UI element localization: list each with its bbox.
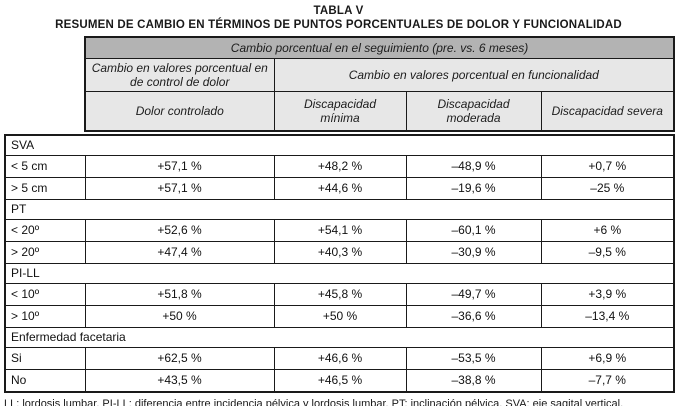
data-cell: +6 % xyxy=(540,218,675,242)
data-cell: –60,1 % xyxy=(405,218,542,242)
data-cell: +0,7 % xyxy=(540,154,675,178)
row-label: < 5 cm xyxy=(4,154,86,178)
data-cell: +44,6 % xyxy=(273,176,407,200)
data-cell: +43,5 % xyxy=(84,368,275,393)
table-row: < 5 cm +57,1 % +48,2 % –48,9 % +0,7 % xyxy=(4,154,675,178)
data-cell: –9,5 % xyxy=(540,240,675,264)
summary-table-body: SVA < 5 cm +57,1 % +48,2 % –48,9 % +0,7 … xyxy=(4,133,676,393)
data-cell: +62,5 % xyxy=(84,346,275,370)
row-label: < 10º xyxy=(4,282,86,306)
data-cell: +46,5 % xyxy=(273,368,407,393)
data-cell: +46,6 % xyxy=(273,346,407,370)
data-cell: –13,4 % xyxy=(540,304,675,328)
table-titles: TABLA V RESUMEN DE CAMBIO EN TÉRMINOS DE… xyxy=(0,0,677,33)
summary-table-header: Cambio porcentual en el seguimiento (pre… xyxy=(84,35,676,132)
data-cell: +57,1 % xyxy=(84,154,275,178)
data-cell: +50 % xyxy=(273,304,407,328)
data-cell: –30,9 % xyxy=(405,240,542,264)
table-row: > 10º +50 % +50 % –36,6 % –13,4 % xyxy=(4,304,675,328)
summary-table: Cambio porcentual en el seguimiento (pre… xyxy=(4,35,676,393)
section-header-facet-disease: Enfermedad facetaria xyxy=(4,326,675,348)
data-cell: +40,3 % xyxy=(273,240,407,264)
data-cell: +3,9 % xyxy=(540,282,675,306)
row-label: > 10º xyxy=(4,304,86,328)
column-header-moderate-disability: Discapacidad moderada xyxy=(405,90,542,132)
data-cell: +50 % xyxy=(84,304,275,328)
data-cell: –53,5 % xyxy=(405,346,542,370)
data-cell: +54,1 % xyxy=(273,218,407,242)
table-row: < 20º +52,6 % +54,1 % –60,1 % +6 % xyxy=(4,218,675,242)
section-label: Enfermedad facetaria xyxy=(4,326,675,348)
data-cell: +48,2 % xyxy=(273,154,407,178)
data-cell: –25 % xyxy=(540,176,675,200)
section-header-sva: SVA xyxy=(4,134,675,156)
row-label: Si xyxy=(4,346,86,370)
table-row: Si +62,5 % +46,6 % –53,5 % +6,9 % xyxy=(4,346,675,370)
row-label: No xyxy=(4,368,86,393)
header-group-functionality: Cambio en valores porcentual en funciona… xyxy=(273,57,675,92)
data-cell: +57,1 % xyxy=(84,176,275,200)
data-cell: –38,8 % xyxy=(405,368,542,393)
column-header-pain-controlled: Dolor controlado xyxy=(84,90,275,132)
column-header-severe-disability: Discapacidad severa xyxy=(540,90,675,132)
section-header-pt: PT xyxy=(4,198,675,220)
section-label: PT xyxy=(4,198,675,220)
section-header-pi-ll: PI-LL xyxy=(4,262,675,284)
data-cell: +51,8 % xyxy=(84,282,275,306)
data-cell: –48,9 % xyxy=(405,154,542,178)
data-cell: +6,9 % xyxy=(540,346,675,370)
table-row: < 10º +51,8 % +45,8 % –49,7 % +3,9 % xyxy=(4,282,675,306)
data-cell: –36,6 % xyxy=(405,304,542,328)
table-row: > 20º +47,4 % +40,3 % –30,9 % –9,5 % xyxy=(4,240,675,264)
data-cell: +47,4 % xyxy=(84,240,275,264)
section-label: PI-LL xyxy=(4,262,675,284)
row-label: > 20º xyxy=(4,240,86,264)
row-label: < 20º xyxy=(4,218,86,242)
data-cell: +45,8 % xyxy=(273,282,407,306)
header-followup-change: Cambio porcentual en el seguimiento (pre… xyxy=(84,36,675,59)
data-cell: –7,7 % xyxy=(540,368,675,393)
data-cell: –49,7 % xyxy=(405,282,542,306)
row-label: > 5 cm xyxy=(4,176,86,200)
table-number-title: TABLA V xyxy=(313,5,364,17)
table-row: No +43,5 % +46,5 % –38,8 % –7,7 % xyxy=(4,368,675,393)
data-cell: –19,6 % xyxy=(405,176,542,200)
section-label: SVA xyxy=(4,134,675,156)
table-footnote: LL: lordosis lumbar. PI-LL: diferencia e… xyxy=(4,397,624,406)
header-group-pain-control: Cambio en valores porcentual en de contr… xyxy=(84,57,275,92)
table-main-title: RESUMEN DE CAMBIO EN TÉRMINOS DE PUNTOS … xyxy=(55,19,622,32)
column-header-minimal-disability: Discapacidad mínima xyxy=(273,90,407,132)
table-row: > 5 cm +57,1 % +44,6 % –19,6 % –25 % xyxy=(4,176,675,200)
data-cell: +52,6 % xyxy=(84,218,275,242)
